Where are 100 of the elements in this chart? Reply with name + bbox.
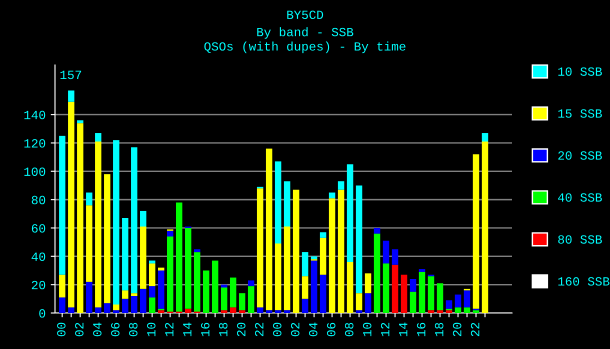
bar [418, 272, 426, 313]
bar [113, 140, 120, 304]
x-tick-label: 14 [183, 322, 192, 336]
bar [472, 154, 480, 309]
bar [248, 286, 254, 313]
bar [77, 123, 84, 313]
bar [122, 218, 128, 290]
bar [464, 290, 470, 308]
bar [284, 181, 290, 227]
bar [410, 292, 416, 313]
bar [238, 293, 246, 310]
x-tick-label: 00 [272, 322, 282, 336]
bar [86, 192, 92, 206]
bar [320, 232, 326, 238]
bar [310, 260, 318, 313]
y-tick-label: 20 [32, 280, 46, 290]
bar [140, 210, 146, 227]
bar [194, 252, 200, 312]
bar [338, 181, 344, 190]
x-tick-label: 20 [452, 322, 462, 336]
bar [472, 310, 480, 313]
bar [374, 234, 380, 313]
bar [122, 290, 128, 299]
bar [220, 287, 228, 310]
x-tick-label: 16 [201, 322, 210, 336]
x-tick-label: 08 [344, 322, 354, 336]
bar [149, 297, 156, 313]
bar [158, 268, 164, 270]
bar [212, 260, 218, 313]
bar [436, 283, 444, 310]
x-tick-label: 10 [362, 322, 372, 336]
bar [392, 249, 398, 265]
bar [59, 297, 66, 313]
bar [95, 142, 102, 308]
bar [220, 310, 228, 313]
bar [274, 161, 282, 244]
bar [68, 307, 74, 313]
bar [131, 293, 138, 296]
bar [446, 310, 452, 313]
y-tick-label: 0 [39, 309, 46, 318]
bar [202, 270, 210, 313]
bar [482, 142, 488, 313]
legend-label: 20 SSB [558, 151, 602, 160]
bar [158, 270, 164, 309]
x-tick-label: 02 [75, 322, 84, 336]
bar [274, 244, 282, 310]
x-tick-label: 00 [57, 322, 66, 336]
bar [104, 303, 110, 313]
legend-label: 15 SSB [558, 109, 602, 118]
legend-label: 40 SSB [558, 193, 602, 202]
bar [77, 120, 84, 124]
bar [382, 240, 390, 264]
bar [428, 276, 434, 310]
bar [328, 198, 336, 313]
bar [230, 278, 236, 308]
bar [230, 307, 236, 313]
bar [482, 133, 488, 142]
bar [320, 274, 326, 313]
bar [184, 308, 192, 313]
x-tick-label: 12 [165, 322, 174, 336]
annotation: 157 [60, 70, 82, 80]
bar [436, 310, 444, 313]
bar [292, 190, 300, 313]
bar [266, 148, 272, 310]
y-tick-label: 60 [32, 224, 46, 233]
bar [131, 147, 138, 294]
bar [167, 230, 174, 236]
chart-title: BY5CD [287, 10, 324, 20]
x-tick-label: 06 [111, 322, 120, 336]
y-tick-label: 100 [24, 167, 46, 176]
y-tick-label: 140 [24, 110, 46, 120]
bar [184, 228, 192, 309]
bar [418, 269, 426, 272]
bar [86, 282, 92, 313]
bar [338, 190, 344, 313]
x-tick-label: 22 [470, 322, 480, 336]
bar [328, 192, 336, 198]
bar [428, 310, 434, 313]
bar [346, 164, 354, 262]
bar [356, 185, 362, 294]
bar [158, 310, 164, 313]
bar [131, 296, 138, 313]
x-tick-label: 22 [254, 322, 264, 336]
bar [364, 293, 372, 313]
bar [256, 307, 264, 313]
bar [113, 310, 120, 313]
bar [392, 264, 398, 313]
x-tick-label: 16 [416, 322, 426, 336]
bar [284, 226, 290, 310]
bar [68, 90, 74, 102]
bar [320, 238, 326, 275]
bar [454, 307, 462, 313]
bar [167, 236, 174, 312]
y-tick-label: 80 [32, 196, 46, 204]
bar [256, 188, 264, 308]
bar [140, 226, 146, 289]
bar [95, 133, 102, 142]
x-tick-label: 12 [380, 322, 390, 336]
bar [446, 300, 452, 309]
bar [284, 310, 290, 313]
